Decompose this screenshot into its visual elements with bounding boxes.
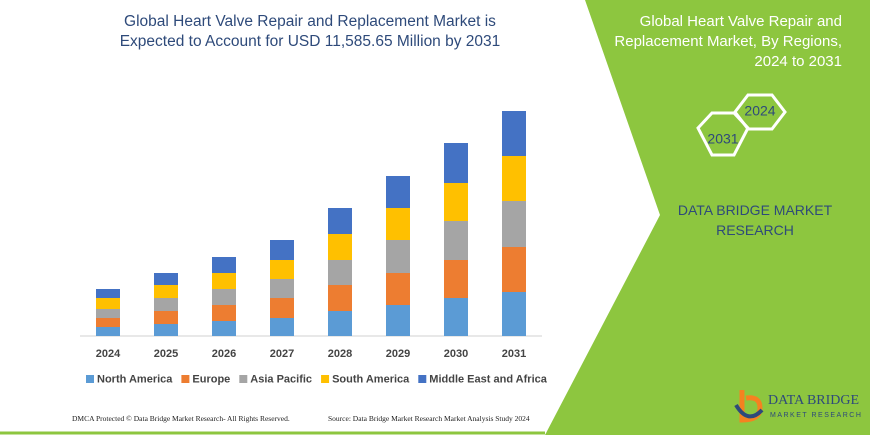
bar-segment — [502, 247, 526, 292]
bar-segment — [502, 156, 526, 201]
bar-segment — [96, 327, 120, 336]
bar-segment — [502, 201, 526, 247]
bar-segment — [270, 260, 294, 279]
bar-segment — [270, 240, 294, 260]
bar-segment — [96, 318, 120, 327]
bar-segment — [502, 111, 526, 156]
bar-segment — [386, 273, 410, 305]
bar-segment — [386, 208, 410, 240]
legend-label: Middle East and Africa — [429, 373, 547, 385]
side-title: Global Heart Valve Repair and Replacemen… — [614, 13, 842, 70]
bar-segment — [386, 240, 410, 273]
hexagon-label: 2031 — [707, 131, 738, 147]
bar-segment — [386, 176, 410, 208]
legend-label: Europe — [192, 373, 230, 385]
hexagon-label: 2024 — [744, 103, 775, 119]
legend-swatch — [418, 375, 427, 383]
x-tick-label: 2024 — [96, 348, 121, 360]
bar-segment — [328, 234, 352, 260]
x-tick-label: 2030 — [444, 348, 468, 360]
legend-swatch — [239, 375, 248, 383]
bar-segment — [212, 321, 236, 336]
footer-right: Source: Data Bridge Market Research Mark… — [328, 414, 530, 423]
bar-segment — [154, 273, 178, 285]
legend-swatch — [181, 375, 190, 383]
bar-segment — [502, 292, 526, 336]
bar-segment — [444, 298, 468, 336]
side-brand: DATA BRIDGE MARKET RESEARCH — [677, 202, 833, 238]
side-background — [545, 0, 870, 435]
logo-icon — [734, 403, 764, 419]
bar-segment — [212, 289, 236, 305]
bar-segment — [444, 143, 468, 183]
bar-segment — [96, 298, 120, 309]
x-tick-label: 2031 — [502, 348, 526, 360]
chart-title: Global Heart Valve Repair and Replacemen… — [119, 13, 501, 50]
legend-swatch — [86, 375, 94, 383]
bar-segment — [212, 257, 236, 273]
bar-segment — [154, 324, 178, 336]
x-tick-label: 2028 — [328, 348, 352, 360]
x-tick-label: 2027 — [270, 348, 294, 360]
hexagon — [733, 93, 787, 131]
legend-label: Asia Pacific — [250, 373, 312, 385]
bar-segment — [386, 305, 410, 336]
bar-segment — [328, 208, 352, 234]
bar-segment — [154, 298, 178, 311]
bar-segment — [154, 311, 178, 324]
bar-segment — [328, 311, 352, 336]
bar-segment — [212, 305, 236, 321]
legend-label: North America — [97, 373, 173, 385]
bar-segment — [328, 285, 352, 311]
logo-icon — [739, 390, 763, 423]
legend-label: South America — [332, 373, 410, 385]
bar-segment — [154, 285, 178, 298]
bar-segment — [270, 279, 294, 298]
bar-segment — [96, 309, 120, 318]
bar-segment — [444, 183, 468, 221]
x-tick-label: 2029 — [386, 348, 410, 360]
bar-segment — [328, 260, 352, 285]
bar-segment — [96, 289, 120, 298]
x-tick-label: 2026 — [212, 348, 236, 360]
bar-segment — [444, 260, 468, 298]
x-tick-label: 2025 — [154, 348, 178, 360]
legend-swatch — [321, 375, 330, 383]
bar-segment — [270, 318, 294, 336]
logo-name: DATA BRIDGE — [768, 393, 859, 408]
logo-tagline: MARKET RESEARCH — [770, 412, 862, 419]
bar-segment — [270, 298, 294, 318]
bar-segment — [212, 273, 236, 289]
footer-left: DMCA Protected © Data Bridge Market Rese… — [72, 414, 290, 423]
bar-segment — [444, 221, 468, 260]
